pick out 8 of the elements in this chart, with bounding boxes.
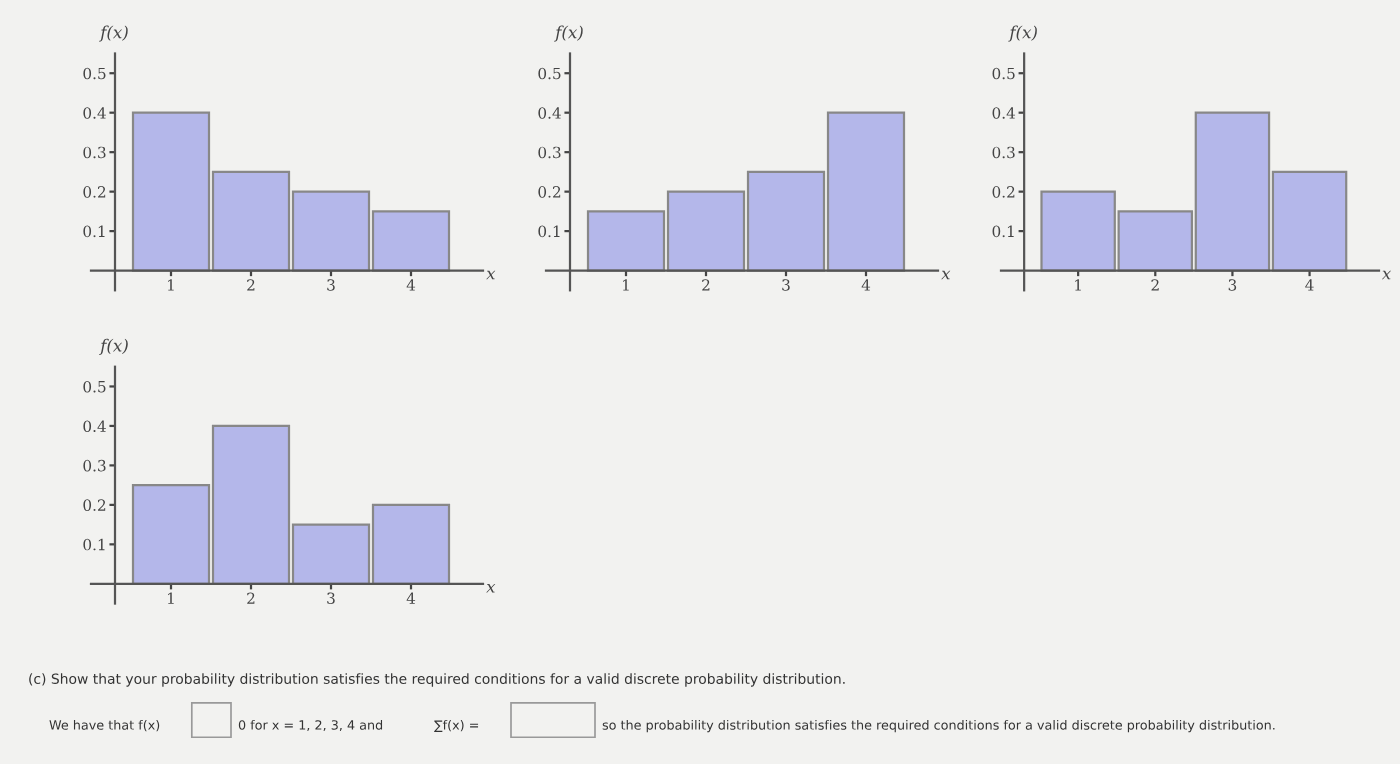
- x-axis-title: x: [1381, 270, 1392, 280]
- x-axis-title: x: [941, 270, 951, 280]
- y-axis-title: f(x): [554, 25, 583, 42]
- x-axis-title: x: [486, 270, 496, 280]
- y-axis-title: f(x): [99, 25, 128, 42]
- y-axis-title: f(x): [99, 338, 128, 355]
- x-axis-title: x: [486, 583, 496, 593]
- y-axis-title: f(x): [1008, 25, 1037, 42]
